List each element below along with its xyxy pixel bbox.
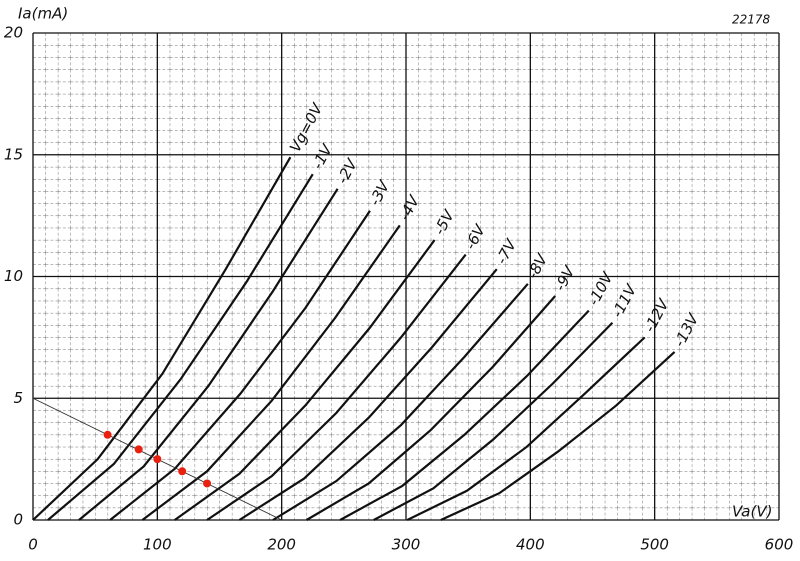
curve (440, 351, 676, 521)
curve (373, 321, 614, 521)
operating-point (153, 455, 162, 464)
curve (339, 309, 590, 521)
x-tick-label: 300 (392, 536, 421, 554)
x-tick-label: 600 (765, 536, 794, 554)
operating-point (103, 430, 112, 439)
curve (141, 224, 401, 521)
y-tick-label: 20 (4, 24, 23, 42)
x-tick-label: 0 (28, 536, 38, 554)
curve (406, 336, 646, 521)
curve (206, 253, 467, 521)
curve (32, 156, 292, 521)
operating-point (203, 479, 212, 488)
x-tick-label: 100 (143, 536, 172, 554)
x-tick-label: 400 (516, 536, 545, 554)
curve (47, 173, 314, 521)
y-tick-label: 5 (13, 389, 23, 407)
curve (238, 268, 498, 521)
y-tick-label: 0 (13, 511, 23, 529)
operating-point (178, 467, 187, 476)
curve (78, 188, 339, 521)
annotation: 22178 (732, 13, 771, 27)
operating-point (134, 445, 143, 454)
curve (305, 295, 557, 521)
y-tick-label: 15 (4, 145, 23, 163)
curve (109, 210, 371, 521)
curve (272, 283, 529, 521)
x-tick-label: 200 (267, 536, 296, 554)
x-axis-label: Va(V) (732, 503, 772, 521)
y-tick-label: 10 (4, 267, 23, 285)
x-tick-label: 500 (640, 536, 669, 554)
y-axis-label: Ia(mA) (18, 5, 68, 23)
